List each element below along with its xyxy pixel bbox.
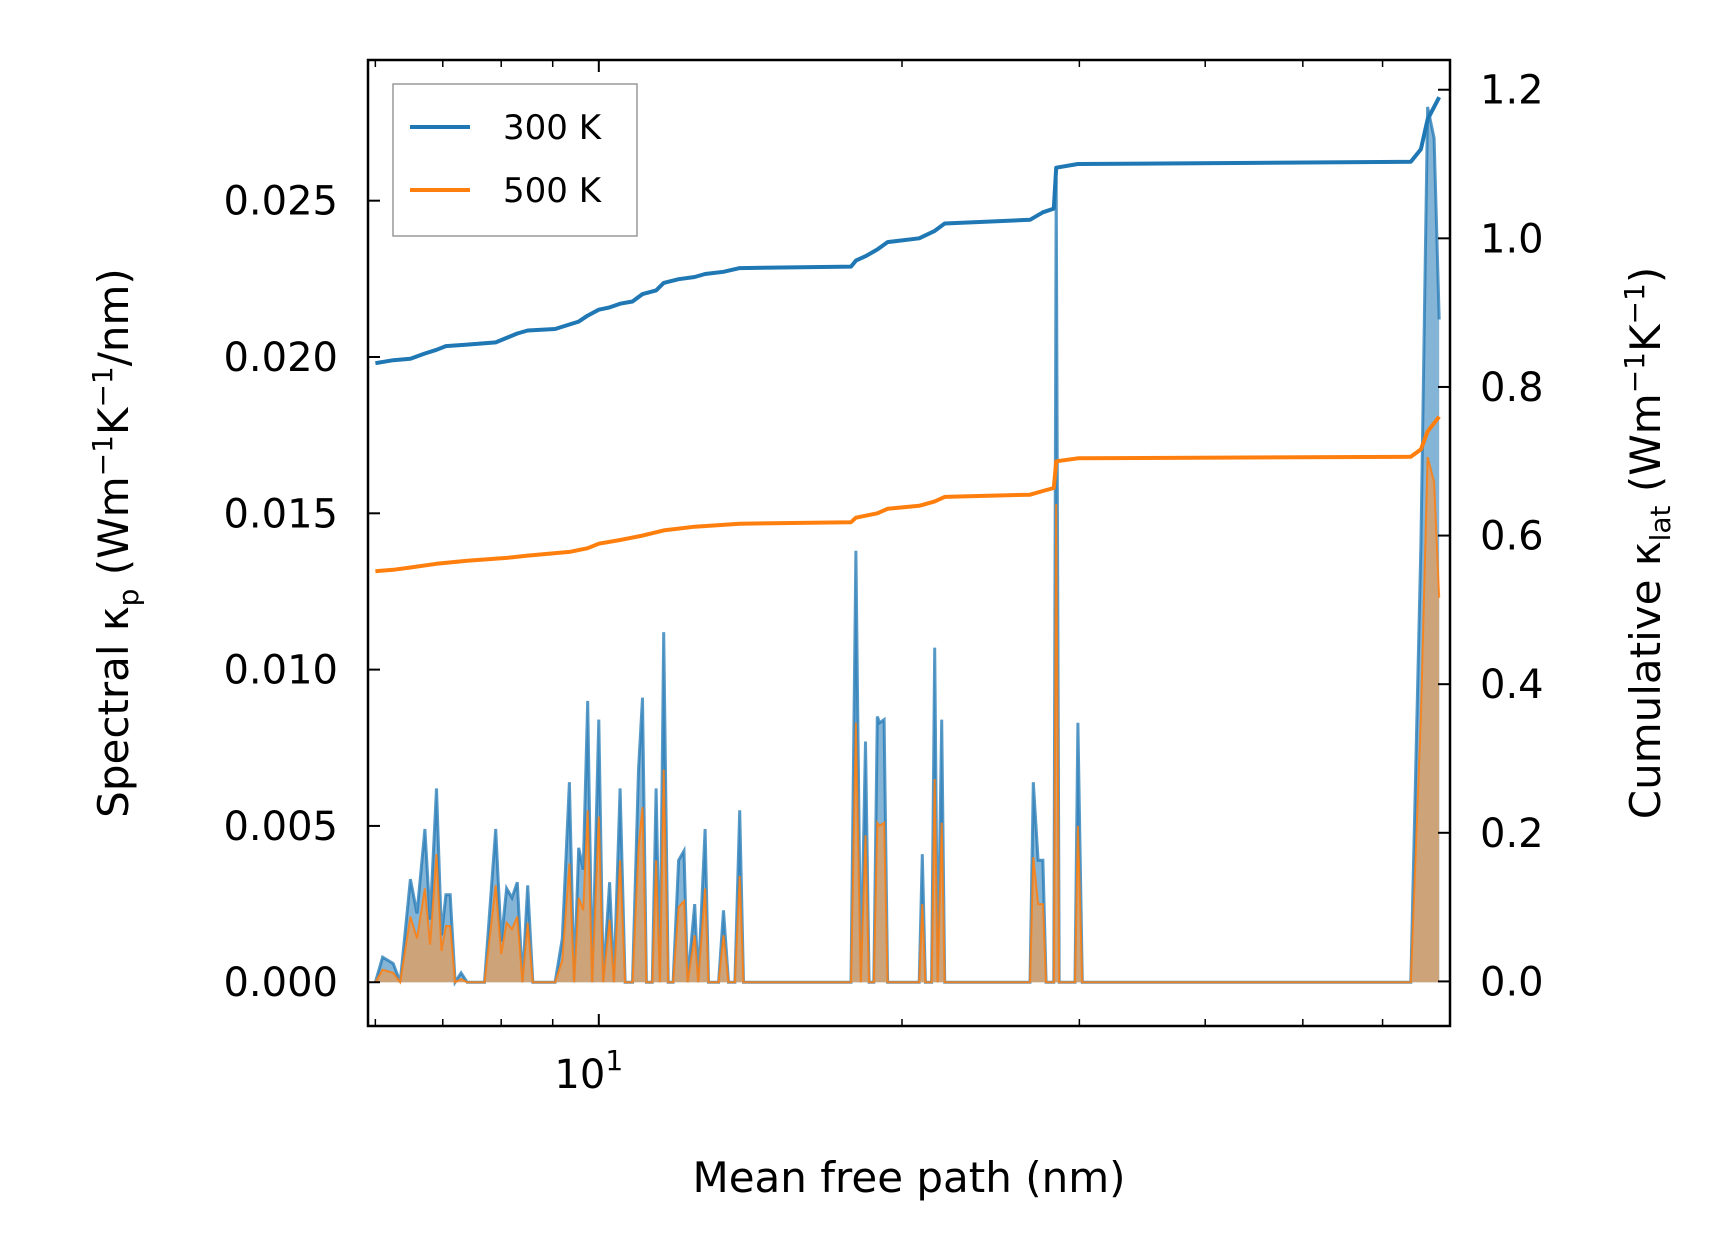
left-y-tick-label: 0.025 [223, 179, 338, 225]
left-y-tick-label: 0.010 [223, 648, 338, 694]
spectral-edge-500k [374, 456, 1441, 985]
left-y-tick-label: 0.020 [223, 335, 338, 381]
left-y-axis-title-exp2: −1 [86, 366, 119, 407]
legend-box [392, 83, 638, 237]
right-y-tick-label: 0.6 [1480, 514, 1544, 560]
spectral-area-500k [375, 457, 1440, 983]
right-y-tick-label: 1.0 [1480, 216, 1544, 262]
right-y-tick-label: 0.8 [1480, 365, 1544, 411]
right-y-axis-title-sub: lat [1644, 505, 1677, 541]
cumulative-line-group [375, 96, 1441, 574]
legend-label-300k: 300 K [503, 108, 603, 148]
legend-label-500k: 500 K [503, 171, 603, 211]
right-y-tick-label: 0.2 [1480, 811, 1544, 857]
left-y-axis-title-exp1: −1 [86, 435, 119, 476]
right-y-axis-title: Cumulative κlat (Wm−1K−1) [1618, 267, 1677, 819]
left-y-tick-label: 0.005 [223, 804, 338, 850]
cumulative-line-300k [375, 96, 1441, 366]
legend: 300 K 500 K [392, 83, 638, 237]
right-y-axis-title-main: Cumulative κ [1621, 541, 1670, 819]
tick-label-group: 0.000 0.005 0.010 0.015 0.020 0.025 0.0 0.2 0.4 0… [223, 68, 1543, 1098]
cumulative-line-500k [375, 415, 1441, 574]
left-y-axis-title: Spectral κp (Wm−1K−1/nm) [86, 268, 145, 818]
left-y-tick-label: 0.015 [223, 491, 338, 537]
spectral-area-300k [375, 106, 1440, 983]
left-y-axis-title-unit-open: (Wm [89, 476, 138, 588]
x-axis-title: Mean free path (nm) [692, 1153, 1125, 1202]
plot-frame [366, 58, 1452, 1028]
right-y-axis-title-unit-mid: K [1621, 323, 1670, 352]
left-y-axis-title-unit-mid: K [89, 406, 138, 435]
left-y-axis-title-main: Spectral κ [89, 606, 138, 818]
right-y-tick-label: 0.4 [1480, 662, 1544, 708]
x-tick-label: 101 [554, 1044, 623, 1098]
right-y-axis-title-exp1: −1 [1618, 352, 1651, 393]
left-y-tick-label: 0.000 [223, 960, 338, 1006]
tick-group [368, 60, 1451, 1026]
left-y-axis-title-sub: p [112, 589, 145, 607]
right-y-axis-title-unit-close: ) [1621, 267, 1670, 283]
right-y-tick-label: 0.0 [1480, 959, 1544, 1005]
x-tick-label-base: 10 [554, 1052, 605, 1098]
left-y-axis-title-unit-close: /nm) [89, 268, 138, 366]
right-y-axis-title-unit-open: (Wm [1621, 393, 1670, 505]
right-y-tick-label: 1.2 [1480, 68, 1544, 114]
x-tick-label-exponent: 1 [605, 1044, 623, 1077]
right-y-axis-title-exp2: −1 [1618, 283, 1651, 324]
spectral-fill-group [373, 106, 1441, 987]
